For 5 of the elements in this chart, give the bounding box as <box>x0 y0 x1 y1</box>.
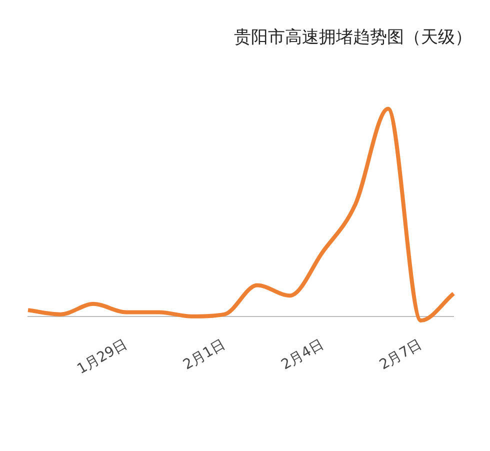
chart-title: 贵阳市高速拥堵趋势图（天级） <box>234 28 472 48</box>
x-tick-label: 2月7日 <box>376 336 425 374</box>
x-tick-label: 1月29日 <box>74 336 130 378</box>
x-tick-label: 2月1日 <box>180 336 228 374</box>
x-tick-label: 2月4日 <box>278 336 326 374</box>
